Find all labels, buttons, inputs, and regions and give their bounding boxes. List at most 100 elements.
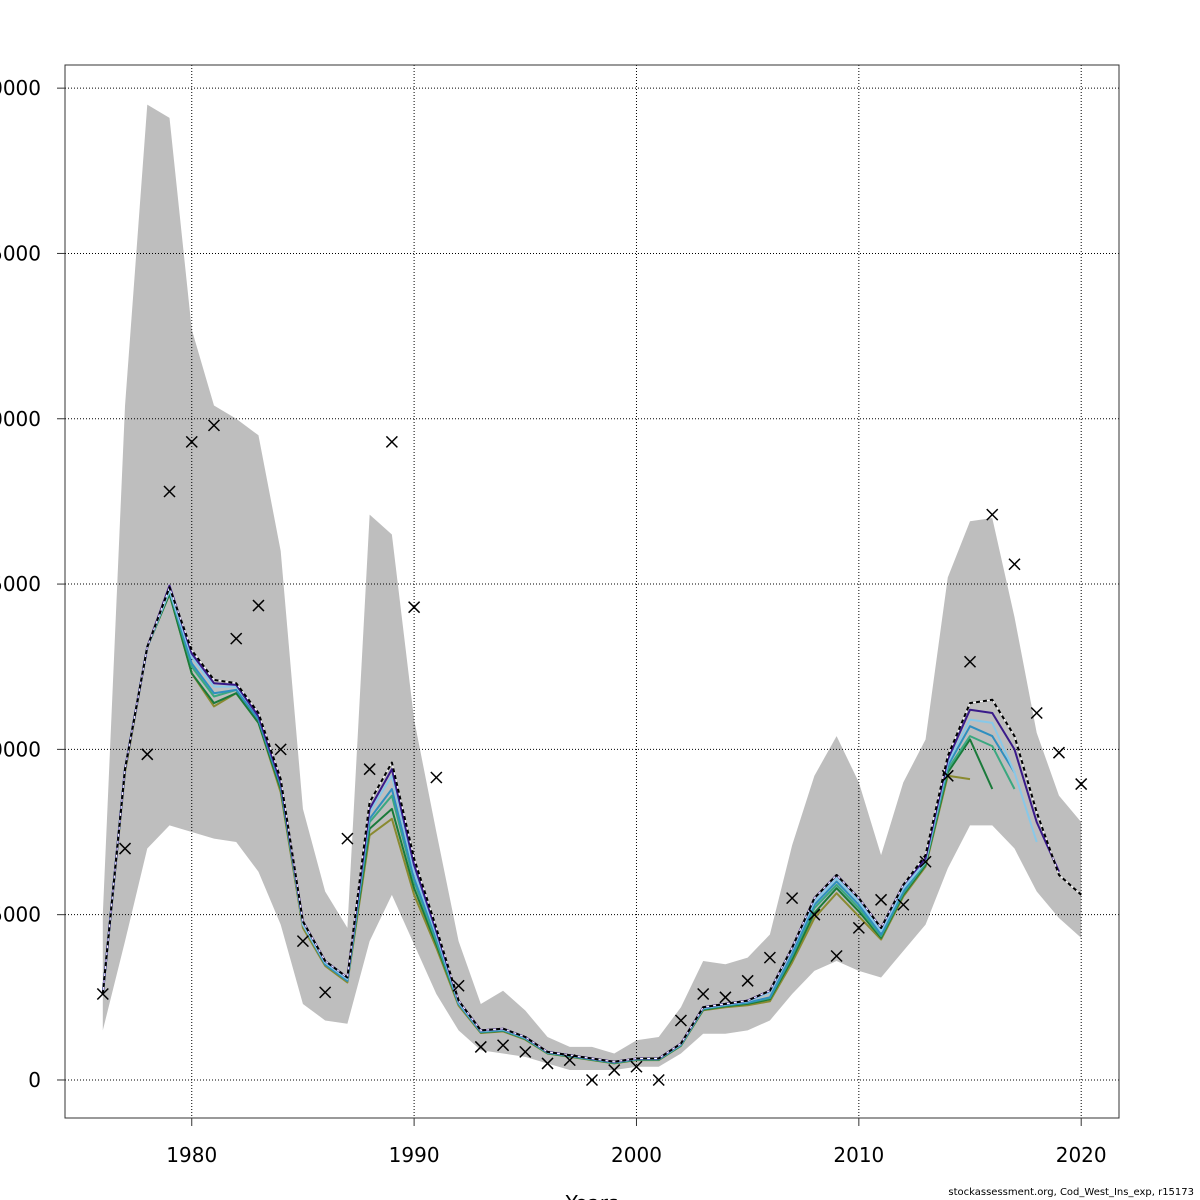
observation-stroke — [252, 599, 265, 612]
observation-stroke — [808, 908, 821, 921]
y-tick-label: 30000 — [0, 76, 41, 100]
observation-stroke — [1030, 706, 1043, 720]
observation-point — [1008, 558, 1021, 571]
observation-point — [1075, 778, 1088, 791]
observation-point — [363, 763, 376, 776]
observation-stroke — [719, 991, 732, 1004]
x-tick-label: 2000 — [611, 1143, 662, 1167]
observation-stroke — [296, 935, 309, 948]
observation-stroke — [697, 987, 710, 1001]
observation-stroke — [852, 921, 865, 934]
observation-stroke — [741, 974, 754, 987]
observation-point — [119, 842, 132, 855]
series-line-underlay — [102, 586, 1082, 1063]
observation-point — [252, 599, 265, 612]
observation-point — [296, 935, 309, 948]
observation-point — [319, 986, 332, 999]
observation-point — [185, 435, 198, 448]
observation-point — [385, 435, 398, 448]
observation-stroke — [608, 1064, 621, 1077]
observation-point — [652, 1073, 665, 1087]
observation-stroke — [119, 842, 132, 855]
observation-point — [941, 769, 954, 782]
observation-point — [674, 1014, 687, 1027]
observation-point — [96, 987, 109, 1001]
observation-stroke — [474, 1040, 487, 1053]
observation-point — [341, 832, 354, 845]
observation-stroke — [630, 1060, 643, 1073]
y-tick-label: 10000 — [0, 737, 41, 761]
observation-point — [141, 748, 154, 761]
observation-point — [963, 655, 977, 668]
observation-point — [430, 771, 443, 784]
observation-point — [852, 921, 865, 934]
observation-point — [452, 979, 465, 992]
observation-point — [585, 1073, 599, 1087]
observation-stroke — [185, 435, 198, 448]
observation-layer — [96, 419, 1088, 1087]
observation-point — [763, 951, 776, 964]
observation-stroke — [563, 1054, 576, 1067]
observation-stroke — [207, 419, 221, 432]
observation-stroke — [96, 987, 109, 1001]
observation-point — [875, 893, 888, 906]
observation-point — [697, 987, 710, 1001]
observation-stroke — [1052, 746, 1065, 759]
observation-point — [986, 508, 999, 521]
observation-point — [1030, 706, 1043, 720]
observation-point — [497, 1039, 510, 1052]
observation-stroke — [319, 986, 332, 999]
observation-point — [1052, 746, 1065, 759]
axis-layer: 1980 1990 2000 2010 2020 0 5000 10000 15000 20000… — [0, 76, 1107, 1167]
observation-stroke — [763, 951, 776, 964]
x-tick-label: 1990 — [389, 1143, 440, 1167]
observation-stroke — [163, 485, 176, 498]
observation-stroke — [274, 743, 287, 756]
observation-stroke — [363, 763, 376, 776]
observation-point — [919, 855, 932, 868]
y-tick-label: 15000 — [0, 572, 41, 596]
x-tick-label: 1980 — [166, 1143, 217, 1167]
credit-text: stockassessment.org, Cod_West_Ins_exp, r… — [948, 1187, 1194, 1198]
observation-stroke — [986, 508, 999, 521]
observation-stroke — [941, 769, 954, 782]
observation-stroke — [963, 655, 977, 668]
observation-point — [630, 1060, 643, 1073]
observation-point — [474, 1040, 487, 1053]
y-tick-label: 0 — [28, 1068, 41, 1092]
observation-stroke — [1008, 558, 1021, 571]
observation-stroke — [786, 892, 799, 905]
observation-stroke — [897, 898, 910, 911]
observation-stroke — [141, 748, 154, 761]
observation-stroke — [875, 893, 888, 906]
observation-point — [563, 1054, 576, 1067]
x-tick-label: 2010 — [833, 1143, 884, 1167]
x-axis-title: Years — [565, 1191, 619, 1200]
x-tick-label: 2020 — [1056, 1143, 1107, 1167]
observation-stroke — [230, 632, 243, 645]
observation-stroke — [585, 1073, 599, 1087]
observation-point — [519, 1045, 532, 1058]
observation-point — [207, 419, 221, 432]
observation-point — [897, 898, 910, 911]
observation-point — [541, 1057, 554, 1070]
observation-point — [719, 991, 732, 1004]
observation-stroke — [919, 855, 932, 868]
observation-stroke — [452, 979, 465, 992]
confidence-band — [102, 104, 1082, 1071]
observation-stroke — [430, 771, 443, 784]
y-tick-label: 25000 — [0, 241, 41, 265]
observation-stroke — [652, 1073, 665, 1087]
y-tick-label: 5000 — [0, 903, 41, 927]
observation-stroke — [341, 832, 354, 845]
observation-stroke — [674, 1014, 687, 1027]
observation-point — [808, 908, 821, 921]
observation-stroke — [1075, 778, 1088, 791]
observation-point — [741, 974, 754, 987]
observation-stroke — [385, 435, 398, 448]
observation-point — [786, 892, 799, 905]
observation-stroke — [830, 949, 843, 963]
observation-point — [230, 632, 243, 645]
plot-frame — [64, 64, 1120, 1119]
